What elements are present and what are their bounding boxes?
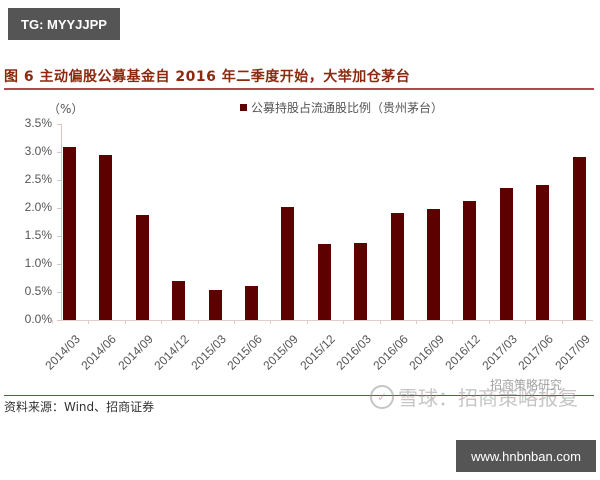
x-tick-mark: [452, 320, 454, 324]
y-axis-unit: （%）: [48, 102, 84, 116]
chart-legend: 公募持股占流通股比例（贵州茅台）: [240, 99, 443, 116]
source-note: 资料来源：Wind、招商证券: [4, 400, 155, 414]
y-axis: [61, 124, 62, 321]
bar-2015-12: [317, 243, 331, 320]
title-divider: [4, 88, 594, 90]
bar-2015-06: [245, 285, 258, 320]
x-tick-mark: [379, 320, 381, 324]
x-tick-mark: [161, 320, 163, 324]
y-tick-label: 3.5%: [24, 116, 52, 130]
bar-2014-03: [63, 146, 76, 320]
x-tick-mark: [234, 320, 235, 324]
y-tick-label: 1.0%: [24, 256, 52, 270]
source-divider: [4, 395, 594, 396]
y-tick-mark: [57, 320, 61, 321]
x-tick-mark: [52, 320, 53, 324]
legend-swatch: [240, 104, 247, 111]
bar-2017-09: [572, 157, 586, 320]
y-tick-label: 3.0%: [24, 144, 52, 158]
bar-2014-09: [135, 214, 149, 320]
x-tick-mark: [488, 320, 490, 324]
x-tick-mark: [270, 320, 272, 324]
legend-label: 公募持股占流通股比例（贵州茅台）: [251, 101, 444, 115]
y-tick-label: 2.5%: [24, 172, 52, 186]
y-tick-label: 0.0%: [24, 312, 52, 326]
bar-2016-06: [390, 213, 404, 320]
bar-2014-06: [99, 154, 113, 320]
bar-2016-03: [354, 242, 368, 320]
x-tick-mark: [306, 320, 308, 324]
y-tick-mark: [57, 152, 61, 153]
snowball-icon: ✓: [370, 384, 394, 409]
y-tick-mark: [57, 124, 61, 125]
bar-2017-03: [499, 187, 513, 320]
bar-2016-12: [463, 201, 477, 320]
x-tick-mark: [343, 320, 345, 324]
watermark: ✓ 雪球：招商策略报复: [370, 382, 578, 411]
bar-2014-12: [172, 280, 186, 320]
x-tick-mark: [525, 320, 527, 324]
x-tick-mark: [561, 320, 563, 324]
y-tick-mark: [57, 208, 61, 209]
bar-2015-09: [281, 206, 295, 320]
x-tick-mark: [416, 320, 417, 324]
bar-2017-06: [536, 185, 550, 320]
y-tick-label: 1.5%: [24, 228, 52, 242]
y-tick-mark: [57, 292, 61, 293]
watermark-subtitle: 招商策略研究: [490, 378, 563, 392]
y-tick-mark: [57, 180, 61, 181]
y-tick-mark: [57, 264, 61, 265]
figure-title: 图 6 主动偏股公募基金自 2016 年二季度开始，大举加仓茅台: [4, 69, 411, 85]
x-tick-mark: [124, 320, 126, 324]
y-tick-label: 0.5%: [24, 284, 52, 298]
x-tick-mark: [197, 320, 199, 324]
watermark-text: 雪球：招商策略报复: [398, 386, 578, 410]
tg-badge: TG: MYYJJPP: [8, 8, 120, 40]
x-axis: [61, 320, 593, 321]
y-tick-mark: [57, 236, 61, 237]
bar-2016-09: [427, 209, 440, 320]
x-tick-mark: [88, 320, 90, 324]
url-badge: www.hnbnban.com: [456, 440, 596, 472]
y-tick-label: 2.0%: [24, 200, 52, 214]
bar-2015-03: [208, 289, 222, 320]
